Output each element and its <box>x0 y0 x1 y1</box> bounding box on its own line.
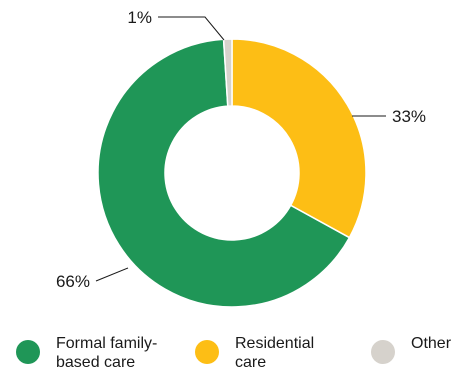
legend-label-formal-family-based-care: Formal family- based care <box>56 335 158 371</box>
legend-item-residential-care: Residential care <box>195 334 314 372</box>
donut-slices <box>97 38 367 308</box>
slice-other <box>222 38 233 107</box>
leader-line-formal-family-based-care <box>95 267 129 282</box>
legend-item-other: Other <box>371 334 451 364</box>
legend-swatch-other <box>371 340 395 364</box>
value-label-other: 1% <box>127 8 152 27</box>
legend-swatch-formal-family-based-care <box>16 340 40 364</box>
legend-label-residential-care: Residential care <box>235 335 315 371</box>
value-label-residential-care: 33% <box>392 107 426 126</box>
slice-formal-family-based-care <box>97 38 351 308</box>
legend: Formal family- based care Residential ca… <box>0 334 465 384</box>
slice-labels: 66% 33% 1% <box>56 8 426 291</box>
leader-line-other <box>158 16 225 41</box>
slice-residential-care <box>231 38 367 239</box>
legend-item-formal-family-based-care: Formal family- based care <box>16 334 157 372</box>
value-label-formal-family-based-care: 66% <box>56 272 90 291</box>
legend-swatch-residential-care <box>195 340 219 364</box>
legend-label-other: Other <box>411 335 452 352</box>
